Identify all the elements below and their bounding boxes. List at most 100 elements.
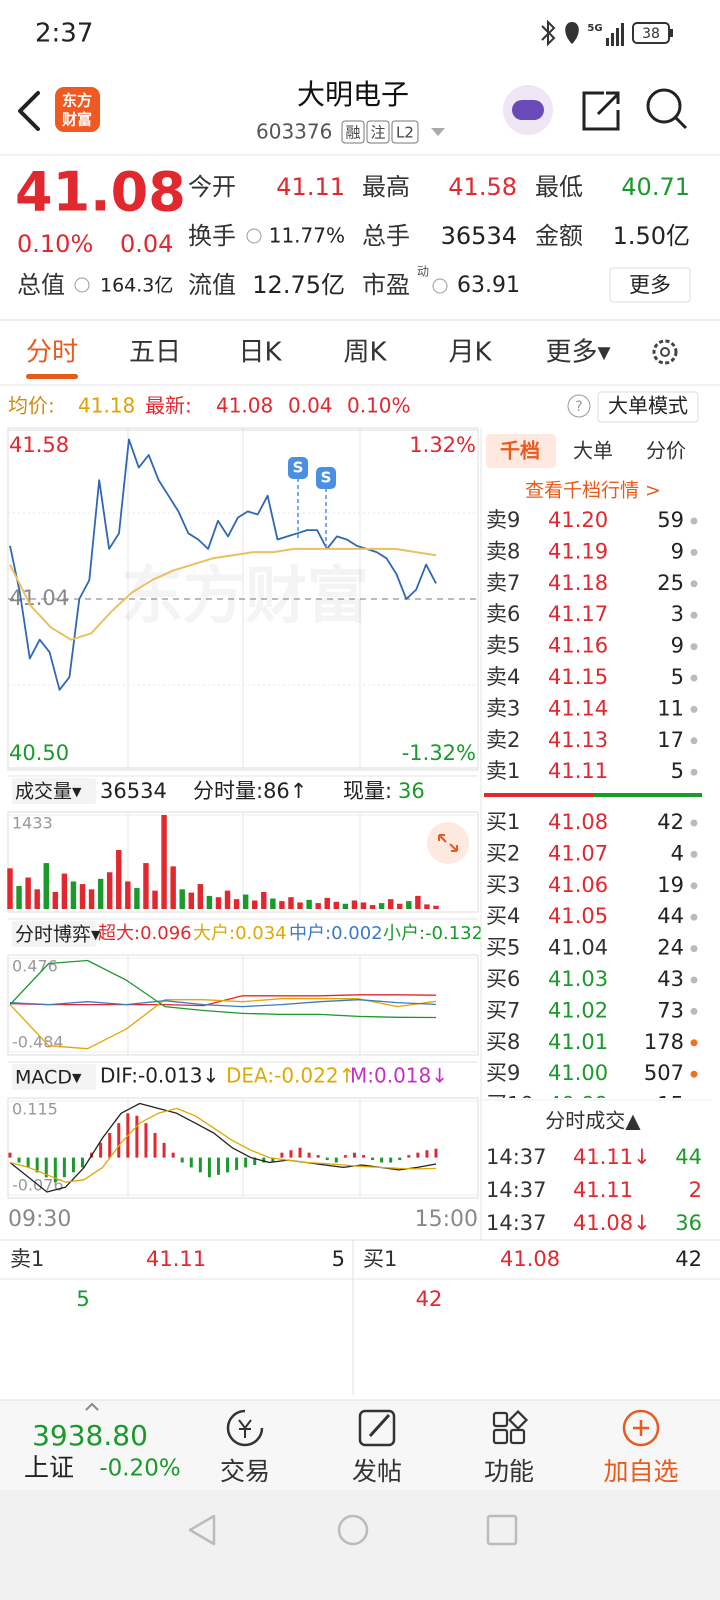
level-label: 卖3	[486, 696, 520, 720]
index-name[interactable]: 上证	[24, 1453, 74, 1482]
macd-bar	[117, 1123, 121, 1158]
system-recent[interactable]	[486, 1514, 518, 1546]
ask-detail: 5	[76, 1287, 89, 1311]
tab[interactable]: 月K	[448, 338, 492, 368]
level-volume: 4	[671, 841, 684, 865]
selector-label[interactable]: 分时博弈▾	[15, 924, 101, 946]
volume-bar	[378, 903, 385, 909]
volume-bar	[406, 901, 412, 909]
last-price: 41.08	[15, 161, 186, 224]
macd-bar	[371, 1157, 375, 1161]
stat-label: 总值	[17, 271, 65, 299]
level-dot	[690, 768, 698, 776]
volume-bar	[152, 890, 158, 909]
macd-bar	[135, 1115, 139, 1158]
nav-icon	[226, 1409, 264, 1447]
volume-bar	[279, 901, 285, 909]
tab[interactable]: 日K	[238, 338, 282, 368]
expand-button[interactable]	[427, 822, 469, 864]
level-dot	[690, 976, 698, 984]
level-dot	[690, 850, 698, 858]
selector-label[interactable]: MACD▾	[15, 1067, 82, 1089]
signal-bar	[621, 23, 624, 46]
average-line	[9, 547, 437, 641]
volume-bar	[242, 894, 249, 909]
dropdown-arrow	[431, 128, 445, 136]
book-link[interactable]: 查看千档行情 >	[525, 480, 661, 502]
mode-button[interactable]	[597, 391, 699, 423]
tab[interactable]: 更多▾	[545, 338, 610, 368]
level-dot	[690, 1070, 698, 1078]
last-label: 最新:	[145, 394, 192, 418]
tab[interactable]: 周K	[343, 338, 387, 368]
search-button[interactable]	[646, 88, 682, 124]
volume-bar	[25, 877, 31, 909]
help-button[interactable]	[567, 394, 591, 418]
location-icon	[565, 22, 579, 44]
mode-button-label[interactable]: 大单模式	[608, 394, 688, 418]
tab-underline	[26, 374, 78, 379]
back-button[interactable]	[18, 91, 40, 131]
volume-bar	[270, 898, 276, 909]
level-price: 41.03	[548, 967, 608, 991]
macd-bar	[35, 1157, 39, 1173]
nav-item[interactable]: 加自选	[603, 1457, 678, 1486]
macd-bar	[307, 1152, 311, 1158]
book-tab-active[interactable]	[486, 434, 556, 468]
nav-item[interactable]: 功能	[484, 1457, 534, 1486]
level-label: 卖1	[486, 759, 520, 783]
x-label: 09:30	[8, 1207, 71, 1232]
macd-bar	[189, 1157, 193, 1168]
level-volume: 44	[657, 904, 684, 928]
level-price: 41.08	[548, 810, 608, 834]
macd-bar	[352, 1152, 356, 1158]
level-dot	[690, 580, 698, 588]
help-label[interactable]: ?	[575, 399, 582, 415]
book-tab[interactable]: 千档	[500, 439, 540, 463]
share-button[interactable]	[582, 91, 620, 131]
volume-bar	[70, 881, 77, 909]
more-button-label[interactable]: 更多	[629, 273, 671, 297]
battery-tip	[670, 29, 673, 37]
trade-price: 41.11	[573, 1178, 633, 1202]
level-label: 买10	[486, 1093, 534, 1117]
level-volume: 19	[657, 873, 684, 897]
system-home[interactable]	[337, 1514, 369, 1546]
spread-bar-green	[594, 793, 702, 797]
level-volume: 25	[657, 571, 684, 595]
level-label: 买7	[486, 998, 520, 1022]
index-change[interactable]: -0.20%	[99, 1456, 180, 1482]
stat-label: 最低	[535, 173, 583, 201]
system-back[interactable]	[188, 1514, 216, 1546]
tab[interactable]: 分时	[26, 338, 78, 368]
nav-item[interactable]: 交易	[220, 1457, 270, 1486]
trades-title[interactable]: 分时成交▲	[545, 1109, 641, 1133]
selector-label[interactable]: 成交量▾	[15, 781, 82, 803]
volume-bar	[351, 900, 358, 909]
level-price: 41.17	[548, 602, 608, 626]
selector-button[interactable]	[12, 921, 96, 947]
index-value[interactable]: 3938.80	[32, 1419, 148, 1452]
book-tab[interactable]: 大单	[573, 439, 613, 463]
tab[interactable]: 五日	[129, 338, 181, 368]
selector-button[interactable]	[12, 1064, 96, 1090]
macd-bar	[71, 1157, 75, 1173]
more-button[interactable]	[609, 267, 691, 303]
settings-button[interactable]	[652, 339, 678, 365]
selector-button[interactable]	[12, 778, 96, 804]
nav-item[interactable]: 发帖	[352, 1457, 402, 1486]
trade-time: 14:37	[486, 1145, 547, 1169]
legend-entry: 中户:0.002	[289, 923, 383, 944]
book-tab[interactable]: 分价	[646, 439, 686, 463]
nav-icon	[492, 1411, 509, 1428]
level-dot	[690, 737, 698, 745]
y-tick-label: 40.50	[9, 741, 69, 765]
y-tick-label: 41.04	[9, 586, 69, 610]
dif-line	[9, 1102, 437, 1193]
bid-volume: 42	[675, 1247, 702, 1271]
dea-line	[9, 1107, 437, 1183]
tag-box	[366, 120, 390, 144]
volume-bar	[397, 903, 403, 909]
stat-value: 164.3亿	[100, 275, 173, 297]
x-label: 15:00	[415, 1207, 478, 1232]
